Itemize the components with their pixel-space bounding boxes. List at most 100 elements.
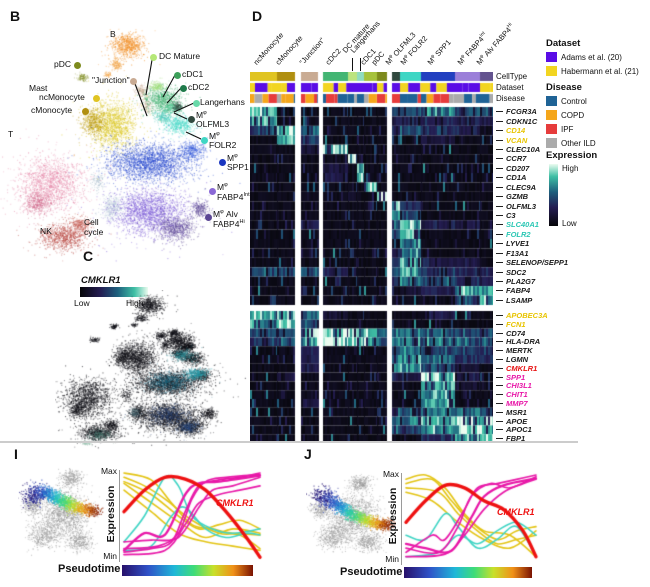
gene-label: CD1A	[506, 173, 527, 183]
y-max-label-i: Max	[100, 466, 117, 476]
gene-label: SELENOP/SEPP1	[506, 258, 569, 268]
gene-label-connector	[496, 214, 503, 216]
legend-swatch	[546, 124, 557, 134]
gene-label-connector	[496, 120, 503, 122]
gene-label: FCGR3A	[506, 107, 537, 117]
gene-label-connector	[496, 429, 503, 431]
panel-letter-i: I	[14, 446, 18, 462]
gene-label: C3	[506, 210, 516, 220]
pseudotime-colorbar-i	[122, 565, 253, 576]
gene-label: CLEC9A	[506, 182, 537, 192]
y-axis-label-j: Expression	[387, 487, 399, 545]
gene-label-connector	[496, 376, 503, 378]
heatmap-canvas	[250, 72, 493, 443]
gene-label-connector	[496, 177, 503, 179]
gene-label: CDKN1C	[506, 116, 538, 126]
pointer-line	[162, 74, 176, 98]
umap-cluster-label: Mast	[29, 83, 48, 93]
gene-label-connector	[496, 341, 503, 343]
pointer-line	[145, 59, 153, 96]
gene-label: OLFML3	[506, 201, 536, 211]
umap-cluster-label: DC Mature	[159, 51, 201, 61]
cluster-legend-dot	[209, 188, 216, 195]
gene-label-connector	[496, 350, 503, 352]
panel-divider	[0, 441, 578, 443]
annotation-row-disease: Disease	[496, 94, 525, 103]
umap-cluster-label: Mφ Alv FABP4Hi	[213, 208, 245, 230]
cluster-legend-dot	[201, 137, 208, 144]
pseudotime-umap-j	[306, 468, 396, 560]
gene-label-connector	[496, 130, 503, 132]
gene-label-connector	[496, 358, 503, 360]
umap-cluster-label: ncMonocyte	[39, 92, 85, 102]
gene-label-connector	[496, 224, 503, 226]
gene-label-connector	[496, 402, 503, 404]
pseudotime-label-j: Pseudotime	[340, 566, 403, 578]
gene-label: CCR7	[506, 154, 527, 164]
y-axis-j	[401, 473, 402, 565]
gene-label-connector	[496, 323, 503, 325]
gene-label-connector	[496, 367, 503, 369]
annotation-row-dataset: Dataset	[496, 83, 524, 92]
umap-cluster-label: Mφ OLFML3	[196, 109, 230, 130]
gene-label-connector	[496, 438, 503, 440]
gene-label-connector	[496, 332, 503, 334]
gene-label-connector	[496, 290, 503, 292]
pointer-line	[166, 87, 182, 104]
cluster-legend-dot	[174, 72, 181, 79]
gene-label: MERTK	[506, 346, 533, 356]
umap-cluster-label: B	[110, 29, 116, 39]
gene-label-connector	[496, 271, 503, 273]
panel-letter-b: B	[10, 8, 21, 24]
legend-swatch	[546, 110, 557, 120]
umap-cluster-label: Mφ FOLR2	[209, 130, 237, 151]
expression-curves-i	[121, 470, 263, 562]
gene-label: FOLR2	[506, 229, 531, 239]
gene-label: APOC1	[506, 425, 532, 435]
umap-cluster-label: cMonocyte	[31, 105, 73, 115]
gene-label-connector	[496, 411, 503, 413]
umap-cluster-label: Langerhans	[200, 97, 245, 107]
legend-item-label: IPF	[561, 125, 574, 134]
legend-swatch	[546, 96, 557, 106]
gene-label-connector	[496, 243, 503, 245]
legend-swatch	[546, 138, 557, 148]
gene-label-connector	[496, 139, 503, 141]
umap-cluster-label: NK	[40, 226, 52, 236]
gene-label: CD74	[506, 328, 526, 338]
gene-label: LSAMP	[506, 295, 533, 305]
umap-cluster-label: cDC2	[188, 82, 210, 92]
gene-label: APOE	[506, 416, 528, 426]
gene-label-connector	[496, 158, 503, 160]
gene-label-connector	[496, 205, 503, 207]
legend-expression-title: Expression	[546, 150, 598, 161]
gene-label: MSR1	[506, 407, 527, 417]
gene-label: FBP1	[506, 434, 526, 444]
pointer-lines	[133, 59, 202, 140]
pointer-line	[133, 80, 148, 117]
gene-label-connector	[496, 420, 503, 422]
annotation-row-celltype: CellType	[496, 72, 528, 81]
cluster-legend-dot	[188, 116, 195, 123]
expression-colorbar-legend	[549, 164, 558, 226]
gene-label: CMKLR1	[506, 363, 538, 373]
pointer-line	[173, 112, 188, 120]
umap-cluster-label: Cell cycle	[84, 217, 104, 237]
gene-title: CMKLR1	[81, 275, 121, 286]
cluster-legend-dot	[219, 159, 226, 166]
gene-label: CD207	[506, 163, 530, 173]
umap-expression-canvas	[55, 290, 250, 455]
legend-disease-title: Disease	[546, 82, 582, 93]
umap-cluster-label: cDC1	[182, 69, 204, 79]
umap-cluster-label: Mφ FABP4Int	[217, 181, 250, 203]
y-axis-i	[119, 470, 120, 562]
legend-item-label: COPD	[561, 111, 585, 120]
gene-label: PLA2G7	[506, 276, 536, 286]
pointer-line	[173, 102, 195, 113]
panel-letter-d: D	[252, 8, 263, 24]
gene-label: SDC2	[506, 267, 527, 277]
gene-label: LYVE1	[506, 239, 530, 249]
gene-label-connector	[496, 233, 503, 235]
gene-label: CD14	[506, 126, 526, 136]
